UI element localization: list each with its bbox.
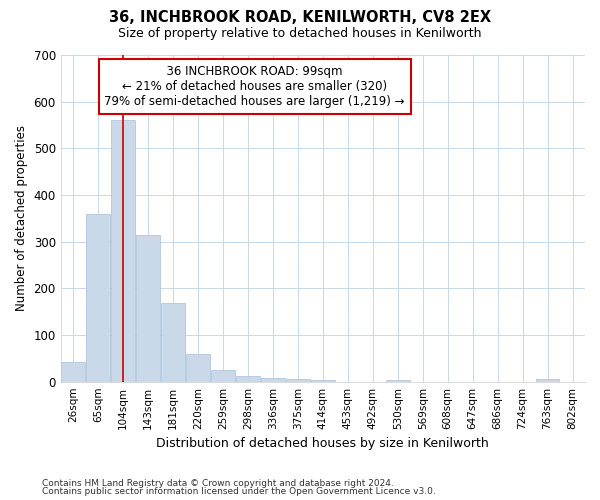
Bar — [311, 380, 335, 382]
Bar — [111, 120, 135, 382]
Bar — [86, 214, 110, 382]
Bar — [536, 380, 559, 382]
Bar — [61, 362, 85, 382]
Text: 36 INCHBROOK ROAD: 99sqm  
← 21% of detached houses are smaller (320)
79% of sem: 36 INCHBROOK ROAD: 99sqm ← 21% of detach… — [104, 65, 405, 108]
Bar — [261, 378, 285, 382]
Bar — [136, 234, 160, 382]
Text: Contains public sector information licensed under the Open Government Licence v3: Contains public sector information licen… — [42, 487, 436, 496]
Y-axis label: Number of detached properties: Number of detached properties — [15, 126, 28, 312]
Bar — [236, 376, 260, 382]
Bar — [186, 354, 210, 382]
Text: 36, INCHBROOK ROAD, KENILWORTH, CV8 2EX: 36, INCHBROOK ROAD, KENILWORTH, CV8 2EX — [109, 10, 491, 25]
Bar — [386, 380, 410, 382]
X-axis label: Distribution of detached houses by size in Kenilworth: Distribution of detached houses by size … — [157, 437, 489, 450]
Text: Contains HM Land Registry data © Crown copyright and database right 2024.: Contains HM Land Registry data © Crown c… — [42, 478, 394, 488]
Bar — [286, 380, 310, 382]
Bar — [161, 304, 185, 382]
Text: Size of property relative to detached houses in Kenilworth: Size of property relative to detached ho… — [118, 28, 482, 40]
Bar — [211, 370, 235, 382]
